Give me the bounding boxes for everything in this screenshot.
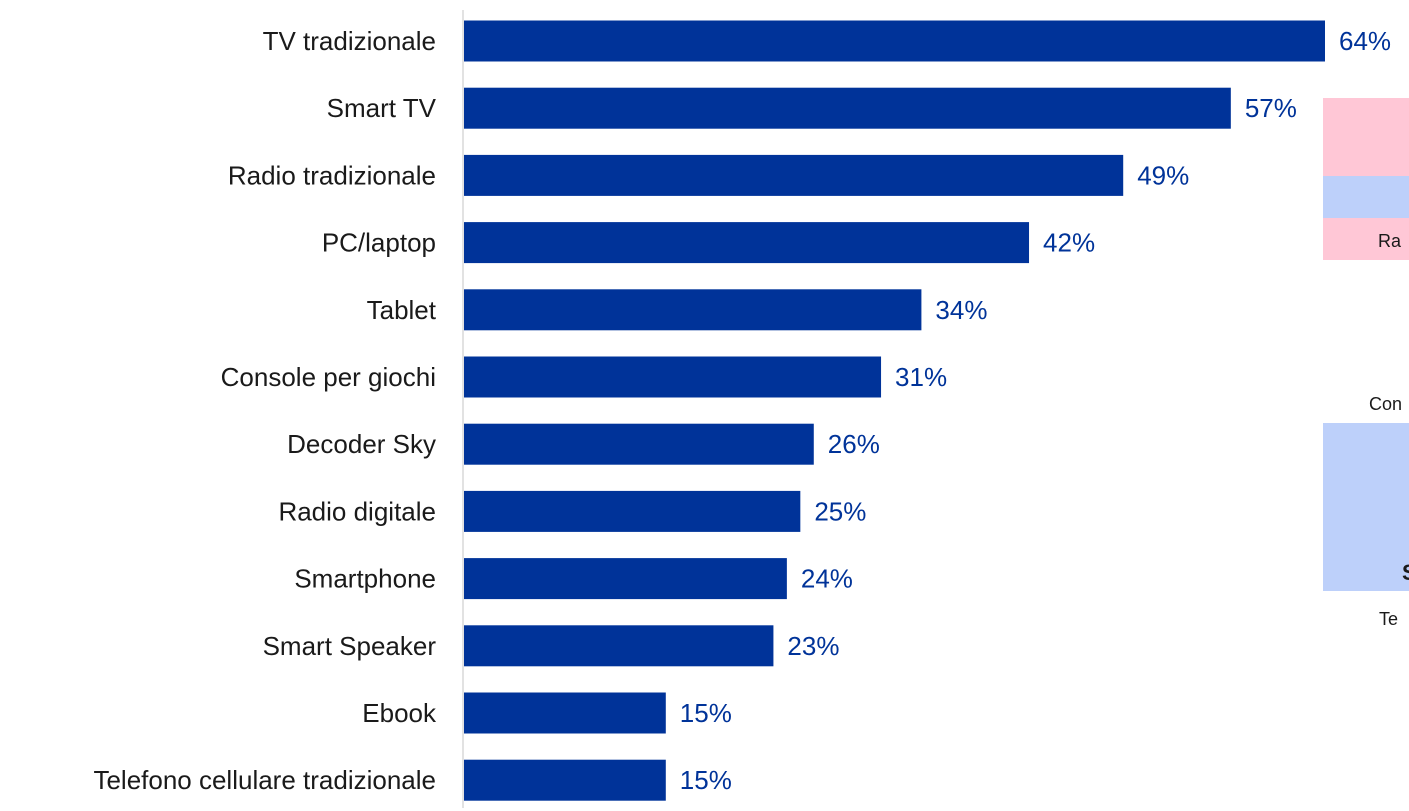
side-panel-blue-block-bottom (1323, 423, 1409, 591)
category-label: Ebook (362, 698, 437, 728)
value-label: 31% (895, 362, 947, 392)
side-panel-blue-block-top (1323, 176, 1409, 218)
bar (464, 87, 1231, 129)
value-label: 25% (814, 496, 866, 526)
value-label: 57% (1245, 93, 1297, 123)
category-label: Tablet (367, 295, 437, 325)
value-label: 23% (787, 631, 839, 661)
value-label: 15% (680, 765, 732, 795)
category-label: Smart TV (327, 93, 437, 123)
side-panel-text-ra: Ra (1378, 231, 1402, 251)
value-label: 34% (935, 295, 987, 325)
value-label: 24% (801, 564, 853, 594)
side-panel-text-te: Te (1379, 609, 1398, 629)
bar (464, 356, 882, 398)
side-panel-pink-block-label (1323, 218, 1409, 260)
category-label: Telefono cellulare tradizionale (93, 765, 436, 795)
bar (464, 490, 801, 532)
value-label: 64% (1339, 26, 1391, 56)
bar (464, 20, 1325, 62)
value-label: 26% (828, 429, 880, 459)
bar (464, 222, 1030, 264)
value-label: 15% (680, 698, 732, 728)
bar (464, 759, 666, 801)
bar (464, 558, 787, 600)
bars-group: TV tradizionale 64% Smart TV 57% Radio tradi… (93, 20, 1391, 801)
value-label: 49% (1137, 160, 1189, 190)
category-label: Console per giochi (221, 362, 436, 392)
side-panel-pink-block-top (1323, 98, 1409, 176)
side-panel-text-s: S (1402, 560, 1409, 585)
category-label: Smart Speaker (263, 631, 437, 661)
side-panel: Ra Con S Te (1323, 98, 1409, 629)
category-label: PC/laptop (322, 228, 436, 258)
category-label: Radio tradizionale (228, 160, 436, 190)
bar (464, 423, 814, 465)
bar (464, 154, 1124, 196)
category-label: Smartphone (294, 564, 436, 594)
bar (464, 625, 774, 667)
category-label: Radio digitale (278, 496, 436, 526)
category-label: TV tradizionale (263, 26, 436, 56)
bar (464, 289, 922, 331)
category-label: Decoder Sky (287, 429, 436, 459)
value-label: 42% (1043, 228, 1095, 258)
side-panel-text-con: Con (1369, 394, 1402, 414)
bar (464, 692, 666, 734)
